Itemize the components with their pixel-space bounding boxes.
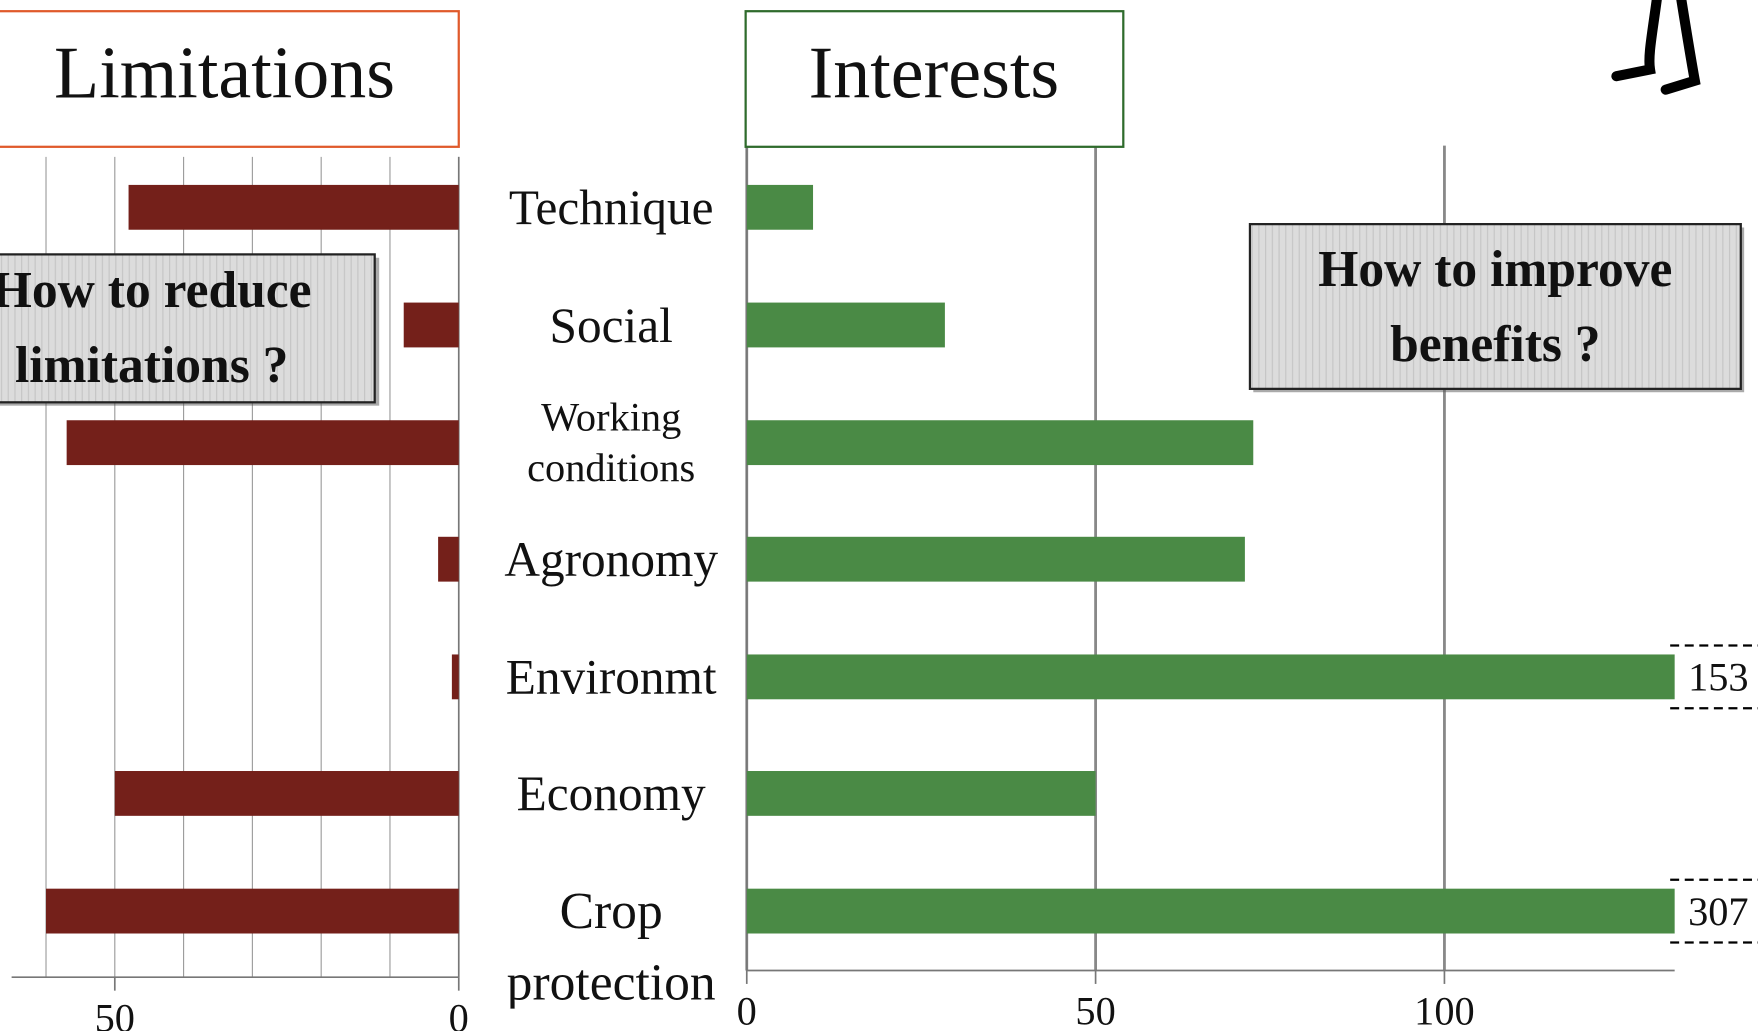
bar bbox=[438, 536, 459, 582]
y-tick-label: Social bbox=[549, 297, 673, 353]
y-tick-label: Technique bbox=[508, 179, 714, 235]
annotation: How to improve benefits ? bbox=[1318, 239, 1673, 372]
title-box bbox=[744, 10, 1125, 148]
annotation-text: How to reduce limitations ? bbox=[0, 261, 312, 394]
bar bbox=[46, 888, 459, 934]
annotation-box bbox=[0, 253, 376, 404]
x-tick-label: 0 bbox=[737, 989, 757, 1031]
y-tick-label: Crop protection bbox=[506, 885, 716, 1009]
x-tick-label: 0 bbox=[449, 995, 469, 1031]
bars bbox=[746, 184, 1675, 934]
category-label: Working conditions bbox=[527, 394, 696, 490]
bar bbox=[746, 302, 945, 348]
annotation-text: How to improve benefits ? bbox=[1318, 239, 1673, 372]
bar bbox=[114, 771, 459, 816]
break-indicator bbox=[1670, 878, 1758, 944]
bar bbox=[746, 184, 814, 230]
bar bbox=[128, 184, 459, 230]
title-box bbox=[0, 10, 460, 148]
bar bbox=[746, 536, 1245, 582]
x-tick-label: 50 bbox=[95, 995, 135, 1031]
limitations-chart: 0 50 bbox=[11, 156, 469, 1031]
category-label: Technique bbox=[508, 179, 714, 235]
annotation: How to reduce limitations ? bbox=[0, 261, 312, 394]
y-tick-label: Working conditions bbox=[527, 394, 696, 490]
bar bbox=[66, 420, 459, 466]
y-tick-label: Agronomy bbox=[504, 531, 718, 587]
category-label: Economy bbox=[516, 765, 706, 821]
category-label: Environmt bbox=[505, 649, 717, 705]
bar bbox=[746, 771, 1096, 816]
value-label: 153 bbox=[1688, 655, 1749, 700]
bar bbox=[746, 888, 1675, 934]
figure-icon bbox=[1611, 0, 1701, 95]
y-tick-label: Economy bbox=[516, 765, 706, 821]
bar bbox=[746, 420, 1254, 466]
bar bbox=[451, 654, 459, 700]
chart-title: Interests bbox=[809, 32, 1060, 114]
category-label: Social bbox=[549, 297, 673, 353]
bar bbox=[403, 302, 459, 348]
y-tick-label: Environmt bbox=[505, 649, 717, 705]
x-tick-label: 100 bbox=[1414, 989, 1475, 1031]
category-label: Agronomy bbox=[504, 531, 718, 587]
value-label: 307 bbox=[1688, 889, 1749, 934]
annotation-box bbox=[1248, 223, 1742, 390]
interests-chart: 0 50 100 153 307 bbox=[737, 145, 1758, 1031]
bar bbox=[746, 654, 1675, 700]
category-label: Crop protection bbox=[506, 885, 716, 1009]
break-indicator bbox=[1670, 644, 1758, 710]
x-tick-label: 50 bbox=[1075, 989, 1115, 1031]
chart-title: Limitations bbox=[54, 32, 395, 114]
